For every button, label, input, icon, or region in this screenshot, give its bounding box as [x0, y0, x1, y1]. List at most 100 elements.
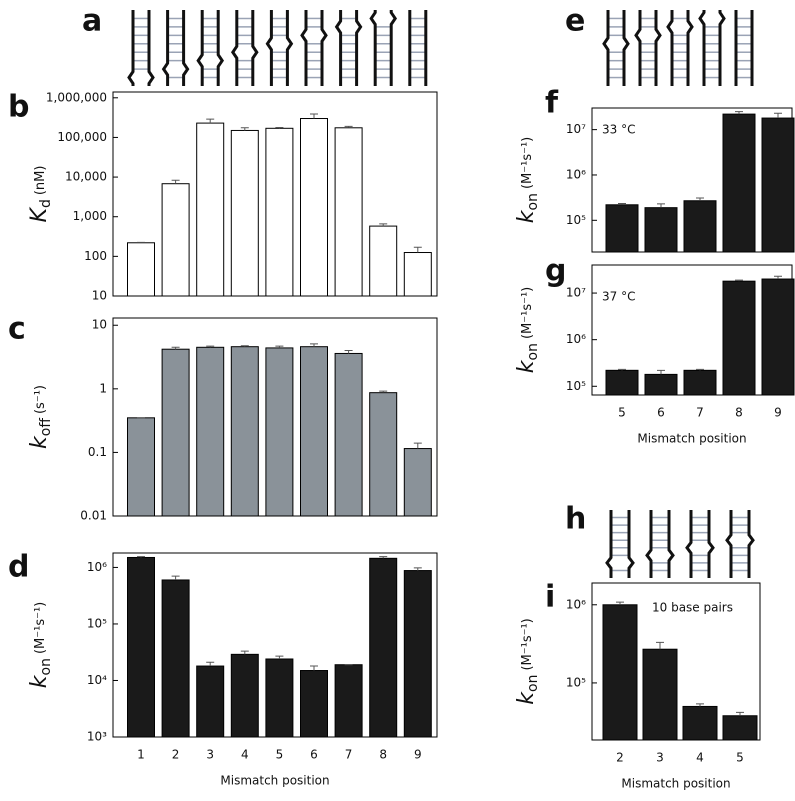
- error-bar: [171, 575, 180, 580]
- strand: [602, 10, 610, 86]
- strand: [216, 10, 225, 86]
- y-axis-label: Kd (nM): [27, 166, 54, 223]
- bar: [300, 670, 328, 738]
- bar: [369, 392, 398, 517]
- chart-panel: d 10³ 10⁴ 10⁵ 10⁶ kon (M⁻¹s⁻¹) 1 2 3 4 5 6 7 8 9 Mismatc…: [8, 550, 438, 788]
- strand: [627, 510, 635, 578]
- bar: [196, 665, 225, 738]
- strand: [265, 10, 273, 86]
- chart-panel: b 10 100 1,000 10,000 100,000 1,000,000 Kd (nM): [8, 90, 438, 303]
- strand: [369, 10, 377, 86]
- x-tick-label: 5: [276, 748, 284, 762]
- panel-letter: c: [8, 312, 26, 347]
- y-tick-label: 10⁶: [566, 597, 586, 611]
- error-bar: [618, 368, 626, 371]
- panel-letter: a: [82, 4, 102, 39]
- bar: [127, 417, 155, 517]
- y-tick-label: 1,000: [73, 209, 107, 223]
- bar: [265, 127, 294, 297]
- bar: [761, 278, 795, 396]
- y-tick-label: 10⁵: [566, 379, 586, 393]
- bar: [127, 556, 155, 738]
- y-label-symbol: k: [514, 691, 539, 705]
- y-label-subscript: on: [525, 675, 541, 692]
- y-label-unit: (s⁻¹): [33, 385, 48, 414]
- panel-letter: b: [8, 90, 29, 125]
- y-label-unit: (M⁻¹s⁻¹): [520, 618, 535, 670]
- y-tick-label: 10⁶: [87, 560, 107, 574]
- strand: [698, 10, 706, 86]
- error-bar: [657, 369, 665, 375]
- y-tick-label: 10⁵: [566, 213, 586, 227]
- bar: [602, 604, 638, 741]
- error-bar: [618, 202, 626, 205]
- panel-letter: d: [8, 550, 29, 585]
- y-tick-label: 10,000: [65, 170, 107, 184]
- bar: [683, 200, 717, 253]
- bar: [403, 570, 432, 738]
- strand: [666, 10, 674, 86]
- x-tick-label: 8: [735, 406, 743, 420]
- annotation: 33 °C: [602, 123, 635, 137]
- bar: [761, 117, 795, 253]
- x-tick-label: 2: [172, 748, 180, 762]
- error-bar: [774, 112, 782, 119]
- bar: [230, 346, 259, 517]
- y-tick-label: 10³: [87, 730, 107, 744]
- x-tick-label: 6: [657, 406, 665, 420]
- y-label-subscript: on: [525, 193, 541, 210]
- y-tick-label: 0.01: [80, 509, 107, 523]
- bar: [334, 352, 363, 517]
- error-bar: [275, 345, 284, 348]
- panel-letter: f: [545, 86, 559, 121]
- bar: [605, 204, 639, 253]
- error-bar: [379, 223, 388, 227]
- x-axis-label: Mismatch position: [621, 777, 730, 791]
- error-bar: [206, 118, 215, 124]
- error-bar: [240, 650, 249, 655]
- x-tick-label: 9: [414, 748, 422, 762]
- error-bar: [657, 203, 665, 208]
- y-label-unit: (M⁻¹s⁻¹): [520, 287, 535, 339]
- bar: [334, 127, 363, 297]
- error-bar: [240, 127, 249, 131]
- x-tick-label: 2: [616, 751, 624, 765]
- y-tick-label: 100: [84, 249, 107, 263]
- strand: [147, 10, 155, 86]
- y-tick-label: 10⁶: [566, 332, 586, 346]
- error-bar: [696, 197, 704, 201]
- error-bar: [696, 368, 704, 371]
- bar: [196, 346, 225, 517]
- strand: [230, 10, 239, 86]
- y-label-symbol: K: [27, 206, 52, 222]
- strand: [251, 10, 259, 86]
- error-bar: [310, 343, 318, 347]
- panel-letter: e: [565, 4, 585, 39]
- y-tick-label: 1,000,000: [46, 90, 107, 104]
- schematics: [127, 10, 755, 578]
- bar: [403, 448, 432, 517]
- strand: [285, 10, 294, 86]
- bar: [161, 579, 190, 738]
- error-bar: [310, 113, 318, 119]
- strand: [622, 10, 630, 86]
- x-tick-label: 4: [696, 751, 704, 765]
- x-tick-label: 1: [137, 748, 145, 762]
- panel-letter: g: [545, 254, 566, 289]
- bar: [265, 347, 294, 517]
- y-tick-label: 10⁵: [87, 616, 107, 630]
- bar: [161, 183, 190, 297]
- panel-letter: i: [545, 580, 555, 615]
- error-bar: [171, 179, 180, 184]
- x-axis-label: Mismatch position: [220, 774, 329, 788]
- error-bar: [736, 711, 744, 716]
- chart-panel: g 10⁵ 10⁶ 10⁷ kon (M⁻¹s⁻¹) 5 6 7 8 9 Mismatch posit…: [514, 254, 795, 446]
- error-bar: [379, 390, 388, 393]
- annotation: 10 base pairs: [652, 601, 733, 615]
- strand: [320, 10, 328, 86]
- y-label-subscript: d: [38, 199, 54, 208]
- y-label-symbol: k: [27, 674, 52, 688]
- error-bar: [275, 127, 284, 129]
- bar: [230, 653, 259, 738]
